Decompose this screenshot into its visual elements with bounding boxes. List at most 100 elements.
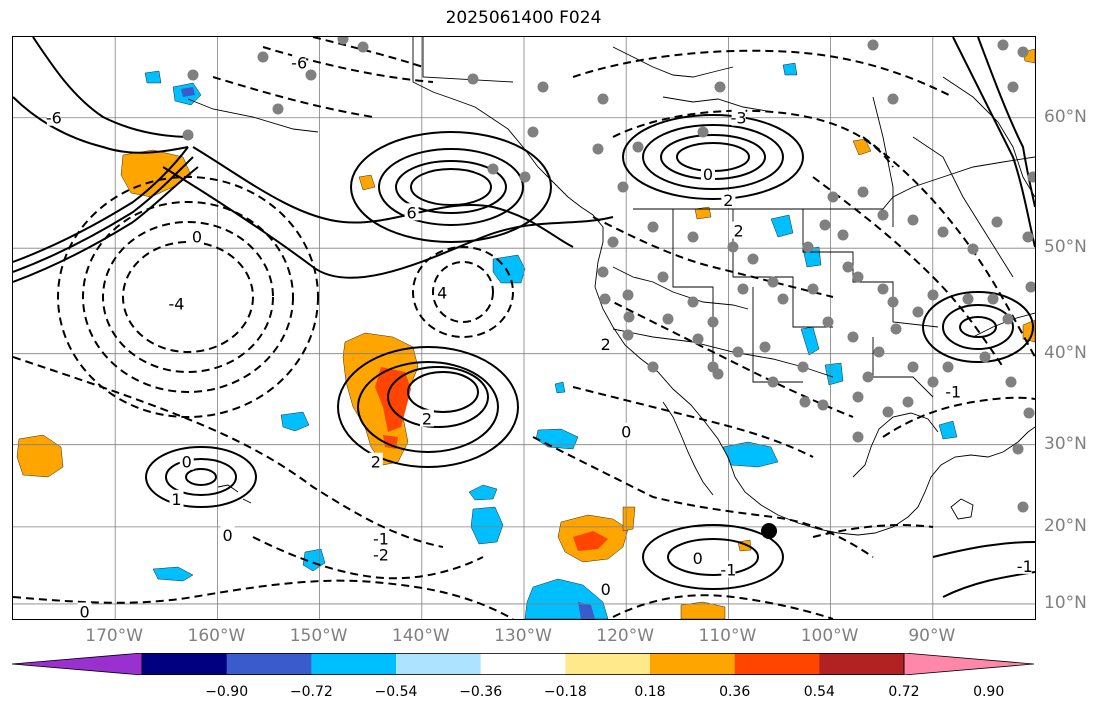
contour-label: -1 [373,530,389,549]
longitude-label: 130°W [494,626,552,646]
coastlines-and-borders [187,37,1035,536]
contour-lines-dashed [13,37,1035,619]
contour-label-background [373,545,388,563]
station-marker [882,406,894,418]
longitude-label: 160°W [187,626,246,646]
station-marker [599,293,611,305]
contour-label-background [1017,556,1032,574]
station-marker [1023,407,1035,419]
station-marker [942,361,954,373]
station-marker [873,346,885,358]
longitude-label: 140°W [391,626,450,646]
station-marker [907,214,919,226]
station-marker [797,361,809,373]
station-marker [1012,443,1024,455]
contour-label: 0 [703,165,713,184]
contour-label-background [169,294,184,312]
station-marker [747,253,759,265]
contour-label: -6 [291,54,307,73]
latitude-label: 20°N [1044,515,1087,536]
contour-label-background [220,525,235,543]
highlight-station-marker [761,523,777,539]
station-marker [707,361,719,373]
station-marker [487,163,499,175]
colorbar-tick-label: −0.90 [205,684,249,700]
station-marker [802,241,814,253]
colorbar-segment [480,653,566,675]
station-marker [991,216,1003,228]
station-marker [852,271,864,283]
contour-label: -4 [169,294,185,313]
station-marker [727,241,739,253]
contour-label-background [368,452,383,470]
colorbar-tick-label: 0.36 [719,684,751,700]
colorbar [12,653,1034,675]
colorbar-extend-high [903,653,1034,675]
longitude-label: 110°W [698,626,757,646]
station-marker [852,391,864,403]
latitude-label: 60°N [1044,106,1087,127]
station-marker [527,126,539,138]
station-marker [852,431,864,443]
station-marker [807,283,819,295]
station-marker [687,231,699,243]
colorbar-tick-label: 0.72 [888,684,920,700]
contour-label-background [179,452,194,470]
latitude-label: 10°N [1044,592,1087,613]
station-marker [1025,281,1035,293]
contour-label: 0 [601,580,611,599]
station-marker [937,226,949,238]
longitude-label: 150°W [289,626,348,646]
contour-label-background [700,164,715,182]
colorbar-segment [819,653,905,675]
contour-label: 0 [621,423,631,442]
station-marker [767,376,779,388]
station-marker [697,126,709,138]
contour-label: 0 [79,602,89,619]
colorbar-tick-label: −0.72 [289,684,333,700]
contour-label-background [721,560,736,578]
contour-label-background [189,227,204,245]
map-gridlines [13,37,1035,619]
latitude-label: 40°N [1044,342,1087,363]
contour-label-background [169,489,184,507]
station-marker [877,283,889,295]
station-marker [617,181,629,193]
station-marker [187,69,199,81]
contour-label: 0 [182,453,192,472]
longitude-label: 170°W [85,626,144,646]
station-marker [887,93,899,105]
station-marker [912,306,924,318]
contour-label-background [373,529,388,547]
observation-stations [182,37,1035,513]
station-marker [907,361,919,373]
colorbar-tick-label: −0.54 [374,684,418,700]
station-marker [623,311,635,323]
station-marker [257,51,269,63]
map-panel: 6 4 2 2 2 2 2 0 0 0 0 0 0 0 0 1 -1 -1 -2 -4 -6 -6 -3 -1 -1 [12,36,1036,620]
contour-label: -2 [373,545,389,564]
station-marker [647,221,659,233]
station-marker [890,323,902,335]
station-marker [622,289,634,301]
station-marker [767,276,779,288]
contour-label: 2 [371,453,381,472]
contour-label: 1 [171,490,181,509]
contour-label-background [731,108,746,126]
contour-label-background [946,382,961,400]
colorbar-segment [396,653,482,675]
contour-label-background [419,409,434,427]
station-marker [632,141,644,153]
contour-label-background [721,190,736,208]
contour-label: 0 [223,526,233,545]
contour-label: 0 [693,549,703,568]
station-marker [962,293,974,305]
colorbar-tick-label: 0.18 [634,684,666,700]
station-marker [732,346,744,358]
station-marker [777,293,789,305]
contour-label: 0 [192,227,202,246]
station-marker [819,219,831,231]
station-marker [1017,501,1029,513]
colorbar-segment [226,653,312,675]
